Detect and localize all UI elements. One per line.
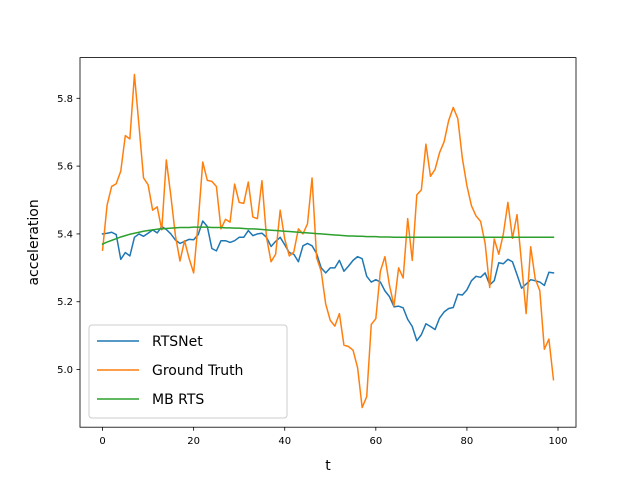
series-layer — [101, 73, 555, 409]
series-line-rtsnet — [101, 220, 555, 342]
legend-frame — [88, 324, 288, 419]
y-axis-label: acceleration — [26, 199, 42, 285]
legend-label: RTSNet — [152, 334, 203, 350]
x-axis-ticks: 0 20 40 60 80 100 — [99, 427, 568, 447]
y-axis-ticks: 5.0 5.2 5.4 5.6 5.8 — [57, 94, 80, 376]
y-tick-label: 5.2 — [57, 297, 73, 308]
x-tick-label: 20 — [187, 436, 200, 447]
series-line-mb-rts — [101, 226, 555, 246]
x-tick-label: 100 — [548, 436, 567, 447]
legend: RTSNet Ground Truth MB RTS — [88, 324, 288, 419]
legend-items: RTSNet Ground Truth MB RTS — [97, 334, 243, 408]
x-axis-label: t — [325, 458, 331, 474]
x-tick-label: 80 — [461, 436, 474, 447]
y-tick-label: 5.8 — [57, 94, 73, 105]
legend-label: MB RTS — [152, 392, 204, 408]
x-tick-label: 60 — [369, 436, 382, 447]
y-tick-label: 5.4 — [57, 229, 73, 240]
x-tick-label: 0 — [99, 436, 105, 447]
y-tick-label: 5.6 — [57, 162, 73, 173]
legend-label: Ground Truth — [152, 363, 243, 379]
x-tick-label: 40 — [278, 436, 291, 447]
y-tick-label: 5.0 — [57, 365, 73, 376]
plot-frame — [79, 57, 577, 428]
series-line-ground-truth — [101, 73, 555, 409]
